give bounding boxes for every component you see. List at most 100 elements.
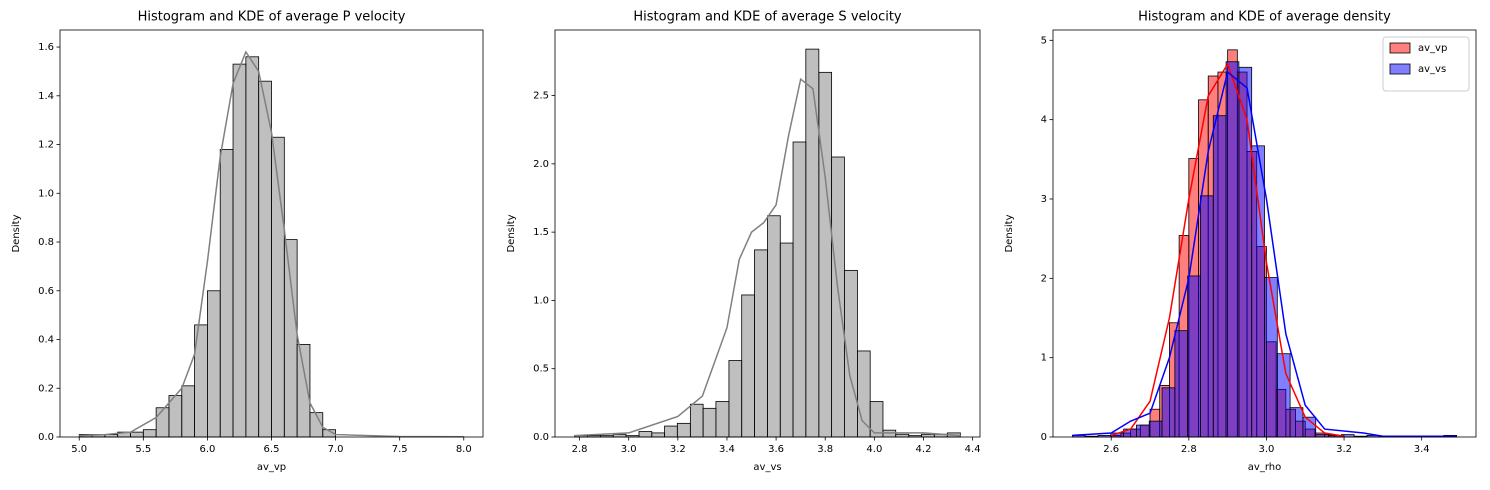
x-tick-label: 3.4 <box>1414 444 1430 455</box>
y-tick-label: 2.0 <box>533 159 549 170</box>
histogram-bar <box>1251 145 1265 438</box>
x-tick-label: 6.5 <box>264 444 280 455</box>
y-tick-label: 2.5 <box>533 91 549 102</box>
x-axis-label: av_vs <box>753 462 781 473</box>
y-tick-label: 1.6 <box>38 42 54 53</box>
histogram-bar <box>792 141 807 438</box>
x-axis-label: av_rho <box>1248 462 1281 473</box>
histogram-bar <box>1148 420 1163 438</box>
x-tick-label: 3.0 <box>621 444 637 455</box>
x-tick-label: 4.0 <box>866 444 882 455</box>
legend-label: av_vp <box>1418 43 1447 54</box>
histogram-bar <box>689 403 704 438</box>
histogram-bar <box>1264 277 1278 438</box>
histogram-bar <box>1289 407 1304 438</box>
axes-frame <box>1052 29 1477 438</box>
histogram-bar <box>130 431 144 438</box>
histogram-bar <box>754 249 768 438</box>
y-tick-label: 0.0 <box>533 432 549 443</box>
axes-frame <box>554 29 981 438</box>
kde-line <box>1072 70 1457 437</box>
y-tick-label: 0.8 <box>38 237 54 248</box>
y-tick-label: 0.2 <box>38 383 54 394</box>
histogram-bar <box>207 290 221 438</box>
x-tick-label: 2.8 <box>1181 444 1197 455</box>
histogram-bar <box>715 401 730 438</box>
y-axis-label: Density <box>1004 214 1015 252</box>
histogram-bar <box>142 429 157 438</box>
histogram-bar <box>805 48 820 438</box>
histogram-bar <box>1187 275 1201 438</box>
y-tick-label: 0.5 <box>533 364 549 375</box>
x-tick-label: 3.2 <box>1336 444 1352 455</box>
y-tick-label: 1 <box>1041 353 1047 364</box>
legend-swatch <box>1389 63 1411 75</box>
histogram-bar <box>651 432 665 438</box>
histogram-bar <box>181 385 195 438</box>
y-tick-label: 3 <box>1041 194 1047 205</box>
histogram-bar <box>779 242 794 438</box>
x-tick-label: 3.0 <box>1258 444 1274 455</box>
histogram-bar <box>1161 387 1176 438</box>
histogram-bar <box>831 156 845 438</box>
x-tick-label: 3.8 <box>817 444 833 455</box>
y-tick-label: 0.0 <box>38 432 54 443</box>
histogram-bar <box>283 239 298 438</box>
kde-line <box>574 77 961 437</box>
y-axis-label: Density <box>11 214 22 252</box>
y-tick-label: 1.2 <box>38 140 54 151</box>
histogram-bar <box>1200 195 1214 438</box>
histogram-bar <box>155 407 170 438</box>
y-tick-label: 4 <box>1041 115 1047 126</box>
x-tick-label: 3.4 <box>719 444 735 455</box>
x-tick-label: 4.4 <box>965 444 981 455</box>
histogram-bar <box>258 80 272 438</box>
histogram-bar <box>1136 424 1150 438</box>
x-tick-label: 2.8 <box>572 444 588 455</box>
x-tick-label: 8.0 <box>456 444 472 455</box>
histogram-bar <box>676 422 691 438</box>
legend-swatch <box>1389 42 1411 54</box>
x-tick-label: 7.5 <box>392 444 408 455</box>
histogram-bar <box>1174 330 1189 438</box>
histogram-bar <box>818 71 833 438</box>
x-tick-label: 3.6 <box>768 444 784 455</box>
histogram-bar <box>638 431 653 438</box>
kde-line <box>1110 62 1345 437</box>
histogram-bar <box>1238 66 1253 438</box>
y-tick-label: 1.0 <box>533 295 549 306</box>
axes-frame <box>59 29 484 438</box>
y-tick-label: 5 <box>1041 35 1047 46</box>
y-axis-label: Density <box>506 214 517 252</box>
histogram-bar <box>857 350 871 438</box>
x-tick-label: 5.0 <box>71 444 87 455</box>
x-tick-label: 5.5 <box>135 444 151 455</box>
histogram-bar <box>1225 61 1240 438</box>
histogram-bar <box>612 433 627 438</box>
histogram-bar <box>664 425 678 438</box>
y-tick-label: 1.4 <box>38 91 54 102</box>
legend-label: av_vs <box>1418 64 1446 75</box>
y-tick-label: 1.0 <box>38 188 54 199</box>
histogram-bar <box>702 407 717 438</box>
histogram-bar <box>1276 353 1291 438</box>
histogram-bar <box>767 215 781 438</box>
histogram-bar <box>232 63 247 438</box>
x-tick-label: 3.2 <box>670 444 686 455</box>
y-tick-label: 0.4 <box>38 335 54 346</box>
histogram-bar <box>219 149 234 438</box>
histogram-bar <box>728 360 743 438</box>
x-tick-label: 7.0 <box>328 444 344 455</box>
y-tick-label: 0.6 <box>38 286 54 297</box>
histogram-bar <box>1212 115 1227 438</box>
x-tick-label: 4.2 <box>916 444 932 455</box>
chart-title: Histogram and KDE of average S velocity <box>633 10 902 25</box>
histogram-bar <box>741 294 755 438</box>
y-tick-label: 0 <box>1041 432 1047 443</box>
histogram-bar <box>895 433 910 438</box>
kde-line <box>79 50 464 438</box>
y-tick-label: 2 <box>1041 273 1047 284</box>
x-axis-label: av_vp <box>257 462 286 473</box>
histogram-bar <box>245 56 260 438</box>
